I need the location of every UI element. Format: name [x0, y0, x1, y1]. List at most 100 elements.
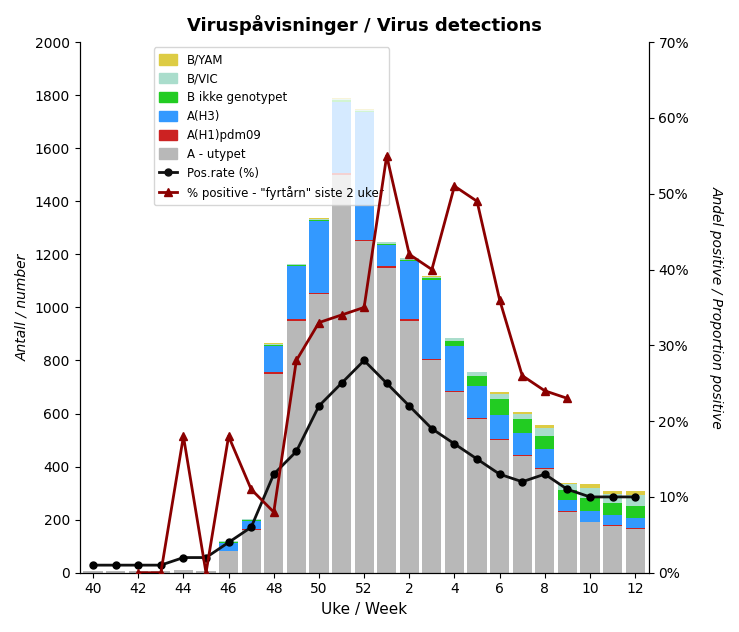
Bar: [513, 434, 532, 454]
Bar: [332, 100, 351, 102]
Pos.rate (%): [563, 485, 572, 493]
% positive - "fyrtårn" siste 2 uker: [495, 296, 504, 303]
Bar: [310, 294, 329, 573]
% positive - "fyrtårn" siste 2 uker: [382, 152, 391, 160]
Bar: [580, 521, 599, 522]
Bar: [490, 415, 509, 439]
Bar: [287, 320, 306, 573]
Bar: [377, 243, 396, 244]
Pos.rate (%): [292, 447, 301, 455]
Y-axis label: Andel positive / Proportion positive: Andel positive / Proportion positive: [710, 186, 724, 428]
Bar: [513, 413, 532, 419]
Pos.rate (%): [405, 402, 414, 410]
Bar: [377, 244, 396, 245]
% positive - "fyrtårn" siste 2 uker: [247, 485, 256, 493]
Pos.rate (%): [360, 356, 369, 364]
Bar: [580, 522, 599, 573]
Bar: [219, 550, 238, 552]
% positive - "fyrtårn" siste 2 uker: [473, 197, 482, 205]
% positive - "fyrtårn" siste 2 uker: [224, 432, 233, 440]
Bar: [490, 399, 509, 415]
Bar: [535, 468, 554, 469]
Bar: [468, 418, 487, 419]
Bar: [400, 261, 419, 319]
Bar: [310, 220, 329, 221]
Pos.rate (%): [585, 493, 594, 501]
Bar: [332, 173, 351, 175]
Bar: [603, 515, 622, 525]
Bar: [490, 439, 509, 440]
Bar: [310, 219, 329, 220]
Bar: [219, 543, 238, 550]
Bar: [603, 503, 622, 515]
Bar: [264, 372, 283, 374]
Bar: [558, 512, 577, 573]
Pos.rate (%): [540, 470, 549, 478]
Bar: [264, 344, 283, 346]
Bar: [513, 456, 532, 573]
% positive - "fyrtårn" siste 2 uker: [360, 303, 369, 311]
Bar: [603, 526, 622, 573]
Bar: [580, 484, 599, 489]
Bar: [242, 530, 261, 573]
Bar: [558, 482, 577, 484]
Bar: [310, 221, 329, 293]
Bar: [580, 497, 599, 511]
Pos.rate (%): [134, 561, 143, 569]
Title: Viruspåvisninger / Virus detections: Viruspåvisninger / Virus detections: [187, 15, 542, 35]
% positive - "fyrtårn" siste 2 uker: [179, 432, 188, 440]
Pos.rate (%): [450, 440, 459, 447]
% positive - "fyrtårn" siste 2 uker: [315, 319, 324, 326]
Bar: [355, 109, 374, 110]
Bar: [400, 320, 419, 573]
Bar: [558, 501, 577, 511]
Bar: [558, 511, 577, 512]
Bar: [490, 394, 509, 399]
Bar: [468, 372, 487, 377]
Bar: [445, 341, 464, 346]
Bar: [355, 111, 374, 112]
Bar: [422, 359, 441, 360]
Bar: [625, 528, 644, 529]
Bar: [513, 454, 532, 456]
Bar: [603, 494, 622, 503]
Line: Pos.rate (%): Pos.rate (%): [89, 357, 638, 569]
Bar: [377, 267, 396, 573]
Bar: [445, 346, 464, 391]
Bar: [603, 491, 622, 494]
Bar: [242, 521, 261, 529]
Bar: [174, 570, 193, 573]
Bar: [422, 276, 441, 277]
Bar: [310, 293, 329, 294]
Bar: [242, 529, 261, 530]
Pos.rate (%): [495, 470, 504, 478]
Bar: [535, 469, 554, 573]
Bar: [400, 258, 419, 260]
Bar: [264, 374, 283, 573]
Bar: [355, 112, 374, 240]
Bar: [310, 218, 329, 219]
Bar: [355, 241, 374, 573]
Pos.rate (%): [315, 402, 324, 410]
Pos.rate (%): [608, 493, 617, 501]
Bar: [490, 392, 509, 394]
Bar: [129, 571, 148, 573]
Pos.rate (%): [518, 478, 527, 485]
Bar: [445, 391, 464, 392]
% positive - "fyrtårn" siste 2 uker: [450, 182, 459, 190]
Bar: [625, 518, 644, 528]
% positive - "fyrtårn" siste 2 uker: [337, 311, 346, 319]
Bar: [625, 529, 644, 573]
% positive - "fyrtårn" siste 2 uker: [202, 569, 211, 576]
Pos.rate (%): [179, 554, 188, 561]
Pos.rate (%): [269, 470, 278, 478]
% positive - "fyrtårn" siste 2 uker: [427, 265, 436, 273]
Bar: [151, 571, 171, 573]
Bar: [287, 264, 306, 265]
Bar: [332, 99, 351, 100]
Bar: [377, 241, 396, 243]
Bar: [332, 102, 351, 173]
Bar: [197, 571, 216, 573]
Pos.rate (%): [473, 455, 482, 463]
Bar: [422, 278, 441, 279]
